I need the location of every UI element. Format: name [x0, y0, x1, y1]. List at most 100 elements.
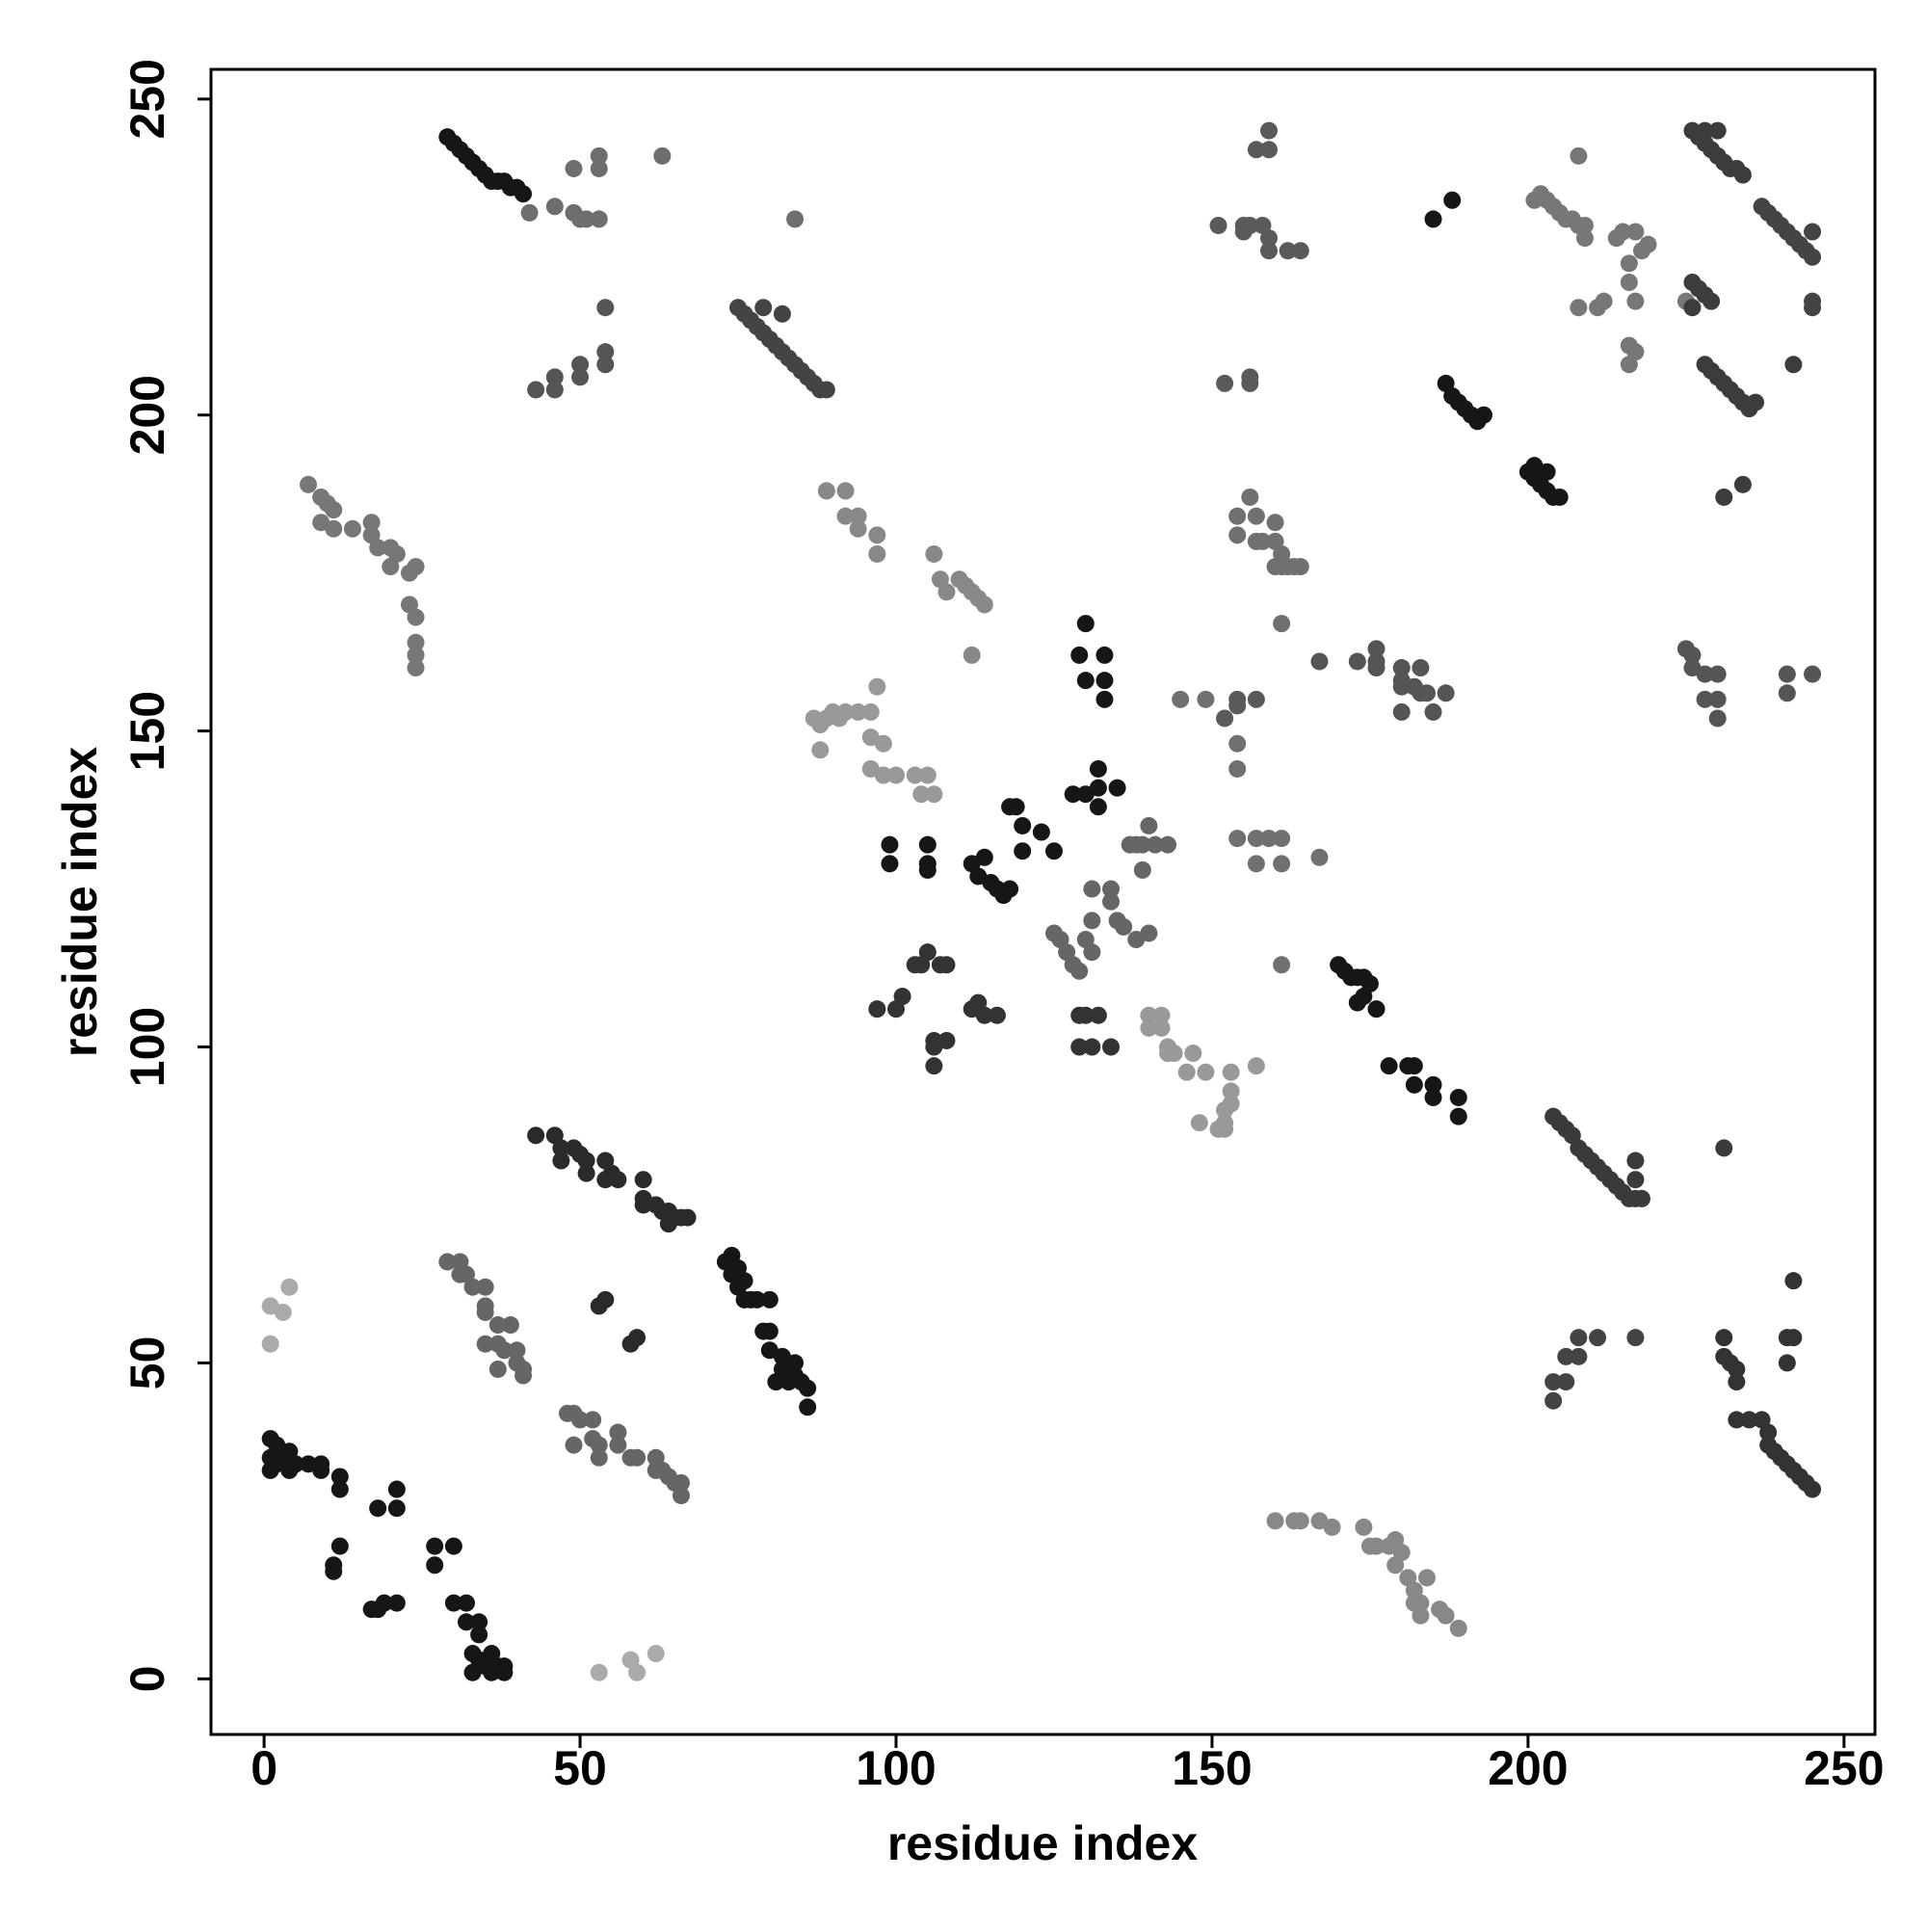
point — [508, 1341, 526, 1360]
point — [1784, 356, 1803, 374]
point — [1209, 216, 1227, 234]
point — [1626, 1329, 1645, 1347]
point — [1392, 659, 1411, 677]
point — [438, 1253, 457, 1271]
point — [520, 203, 539, 222]
point — [1064, 785, 1082, 804]
point — [584, 1411, 602, 1429]
point — [261, 1461, 279, 1479]
point — [1323, 1518, 1341, 1536]
point — [1424, 1088, 1442, 1106]
point — [1014, 842, 1032, 860]
point — [1683, 646, 1702, 664]
point — [1291, 242, 1309, 260]
point — [325, 519, 343, 538]
point — [1247, 507, 1265, 525]
point — [1241, 216, 1259, 234]
point — [1437, 1606, 1455, 1625]
point — [760, 1290, 779, 1309]
point — [1728, 1360, 1746, 1378]
point — [1570, 1347, 1588, 1365]
point — [1310, 652, 1329, 671]
point — [868, 526, 886, 544]
point — [1279, 558, 1297, 576]
y-tick-label: 50 — [120, 1337, 174, 1390]
point — [1380, 1057, 1398, 1075]
point — [261, 1335, 279, 1353]
point — [1095, 690, 1114, 708]
point — [1247, 141, 1265, 159]
point — [1247, 1057, 1265, 1075]
point — [918, 860, 937, 879]
point — [811, 741, 830, 759]
point — [1708, 690, 1727, 708]
point — [1557, 1373, 1575, 1391]
point — [1544, 1373, 1563, 1391]
point — [565, 159, 583, 177]
point — [1095, 646, 1114, 664]
point — [300, 475, 318, 493]
point — [590, 1663, 608, 1681]
y-tick-label: 150 — [120, 691, 174, 771]
point — [925, 544, 943, 563]
point — [1044, 924, 1063, 942]
point — [1133, 835, 1151, 854]
point — [1626, 223, 1645, 241]
point — [653, 146, 672, 165]
point — [1620, 274, 1638, 292]
point — [590, 1436, 608, 1454]
point — [312, 1455, 330, 1473]
point — [1595, 292, 1613, 310]
point — [893, 988, 911, 1006]
point — [495, 1341, 514, 1360]
point — [602, 1164, 620, 1182]
point — [1804, 665, 1822, 683]
point — [382, 558, 400, 576]
point — [1216, 1114, 1234, 1132]
point — [1140, 816, 1158, 834]
point — [1259, 242, 1278, 260]
point — [1222, 1095, 1240, 1113]
point — [861, 702, 880, 721]
point — [577, 1151, 595, 1170]
point — [1108, 779, 1126, 797]
point — [1412, 659, 1430, 677]
y-tick-label: 200 — [120, 375, 174, 455]
point — [1639, 235, 1657, 253]
point — [1538, 463, 1556, 481]
point — [925, 785, 943, 804]
y-tick-label: 100 — [120, 1007, 174, 1087]
point — [1070, 1038, 1089, 1056]
point — [1626, 1151, 1645, 1170]
point — [918, 943, 937, 962]
point — [1626, 292, 1645, 310]
x-tick-label: 0 — [251, 1741, 277, 1795]
point — [918, 766, 937, 784]
point — [1784, 1329, 1803, 1347]
point — [387, 1594, 406, 1612]
point — [786, 1366, 805, 1385]
point — [1241, 488, 1259, 506]
point — [330, 1480, 349, 1498]
point — [1184, 1045, 1202, 1063]
point — [760, 1322, 779, 1340]
point — [1228, 526, 1247, 544]
point — [1259, 229, 1278, 248]
point — [1733, 475, 1752, 493]
point — [545, 198, 564, 216]
point — [868, 1000, 886, 1019]
point — [1683, 299, 1702, 317]
point — [1728, 1411, 1746, 1429]
point — [527, 381, 545, 399]
point — [1728, 1373, 1746, 1391]
point — [596, 356, 615, 374]
point — [571, 1411, 590, 1429]
point — [1083, 880, 1101, 898]
point — [501, 1316, 519, 1335]
point — [609, 1436, 627, 1454]
point — [1177, 1063, 1196, 1081]
point — [1216, 374, 1234, 392]
point — [1228, 759, 1247, 778]
